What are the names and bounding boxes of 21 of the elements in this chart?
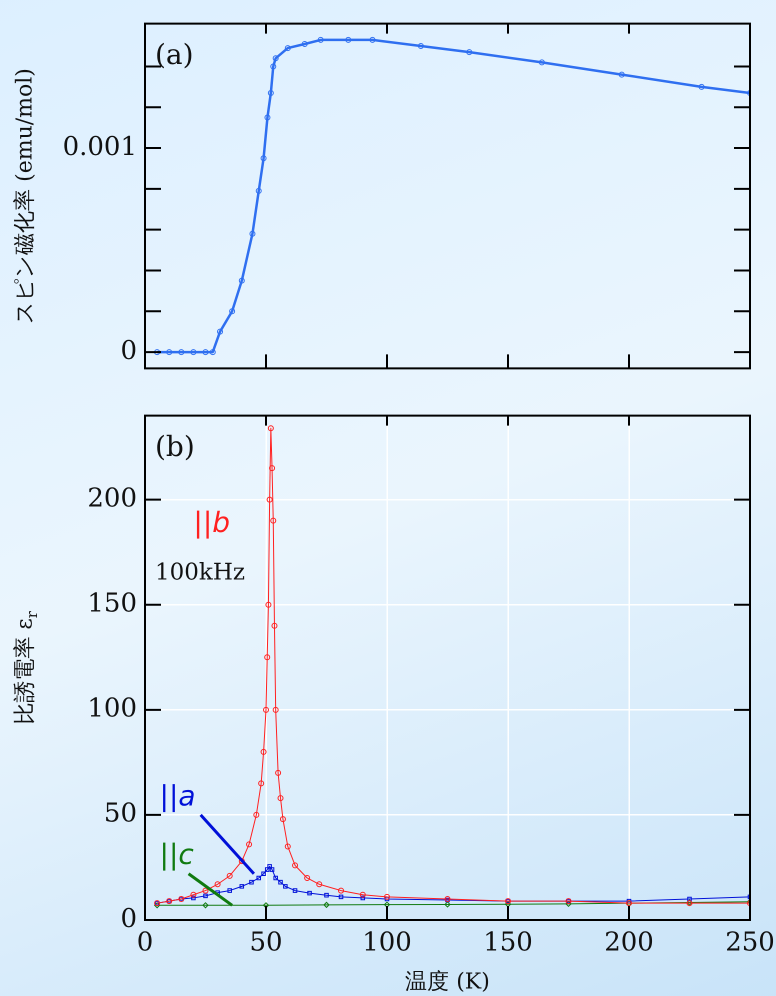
x-tick-label: 50	[249, 927, 283, 958]
y-tick-label: 150	[87, 588, 137, 618]
x-tick-label: 150	[483, 927, 533, 958]
text: ||a	[160, 779, 196, 812]
y-tick-label: 50	[104, 798, 137, 829]
y-tick-label: 0	[120, 336, 137, 366]
y-axis-title: スピン磁化率 (emu/mol)	[12, 68, 38, 324]
x-tick-label: 100	[362, 927, 412, 958]
y-tick-label: 0	[120, 904, 137, 934]
y-axis-title: 比誘電率 εr	[12, 610, 41, 725]
x-axis-title: 温度 (K)	[405, 970, 490, 995]
x-tick-label: 200	[604, 927, 654, 958]
x-tick-label: 250	[725, 927, 775, 958]
annotation: 100kHz	[155, 560, 246, 586]
annotation: (b)	[155, 430, 195, 463]
y-tick-label: 200	[87, 483, 137, 514]
y-tick-label: 0.001	[62, 132, 137, 162]
series-label: ||c	[160, 838, 194, 872]
series-label: ||b	[193, 506, 230, 540]
annotation: (a)	[155, 38, 194, 71]
y-tick-label: 100	[87, 694, 137, 724]
